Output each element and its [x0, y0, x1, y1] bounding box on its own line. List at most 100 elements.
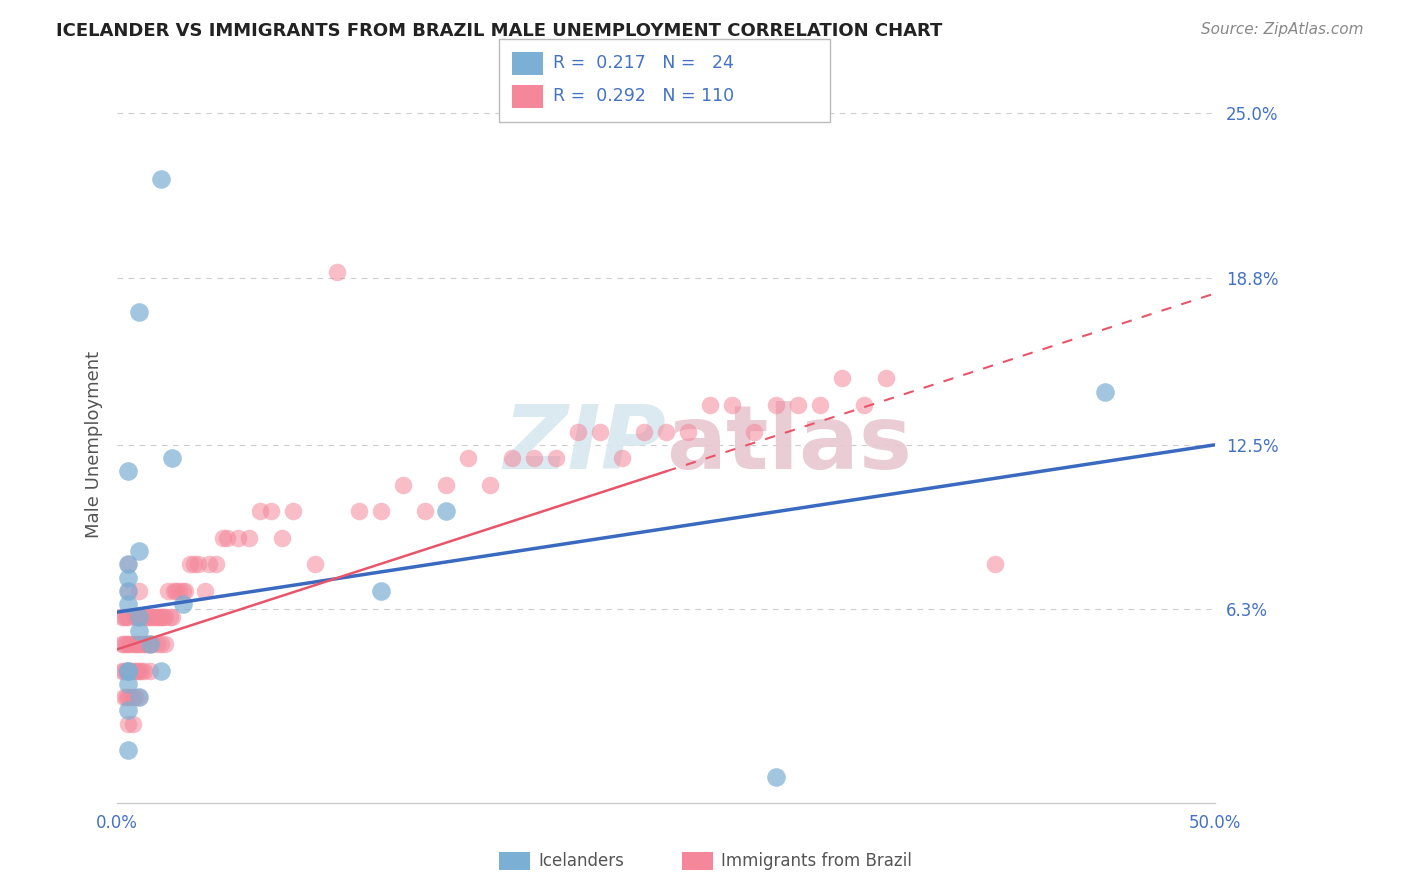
Point — [155, 610, 177, 624]
Point — [117, 610, 139, 624]
Point — [984, 558, 1007, 572]
Point — [786, 398, 808, 412]
Point — [150, 610, 173, 624]
Point — [166, 583, 188, 598]
Point — [699, 398, 721, 412]
Point — [150, 664, 173, 678]
Point — [117, 664, 139, 678]
Point — [875, 371, 897, 385]
Point — [117, 558, 139, 572]
Point — [160, 610, 183, 624]
Point — [172, 583, 194, 598]
Point — [115, 690, 138, 704]
Point — [128, 305, 150, 319]
Text: Icelanders: Icelanders — [538, 852, 624, 870]
Point — [808, 398, 831, 412]
Point — [112, 664, 135, 678]
Point — [110, 610, 132, 624]
Point — [117, 583, 139, 598]
Point — [117, 716, 139, 731]
Point — [120, 690, 142, 704]
Point — [117, 597, 139, 611]
Point — [765, 770, 787, 784]
Point — [128, 690, 150, 704]
Point — [115, 610, 138, 624]
Point — [179, 558, 201, 572]
Point — [325, 265, 347, 279]
Point — [347, 504, 370, 518]
Point — [148, 610, 170, 624]
Point — [139, 637, 162, 651]
Point — [1094, 384, 1116, 399]
Point — [765, 398, 787, 412]
Point — [721, 398, 744, 412]
Point — [655, 425, 678, 439]
Point — [117, 464, 139, 478]
Point — [304, 558, 326, 572]
Point — [226, 531, 249, 545]
Point — [124, 637, 146, 651]
Point — [128, 637, 150, 651]
Point — [187, 558, 209, 572]
Point — [110, 637, 132, 651]
Point — [120, 664, 142, 678]
Point — [141, 637, 163, 651]
Point — [132, 637, 155, 651]
Point — [121, 690, 143, 704]
Point — [831, 371, 853, 385]
Text: R =  0.292   N = 110: R = 0.292 N = 110 — [553, 87, 734, 105]
Point — [131, 637, 153, 651]
Point — [150, 637, 173, 651]
Point — [205, 558, 228, 572]
Point — [128, 610, 150, 624]
Point — [215, 531, 238, 545]
Point — [117, 664, 139, 678]
Point — [117, 571, 139, 585]
Point — [117, 583, 139, 598]
Point — [117, 558, 139, 572]
Point — [117, 690, 139, 704]
Point — [135, 610, 157, 624]
Point — [152, 610, 174, 624]
Point — [125, 637, 148, 651]
Text: ZIP: ZIP — [503, 401, 666, 488]
Point — [145, 637, 167, 651]
Point — [546, 451, 568, 466]
Point — [120, 637, 142, 651]
Point — [145, 610, 167, 624]
Point — [457, 451, 479, 466]
Point — [115, 637, 138, 651]
Point — [124, 664, 146, 678]
Point — [124, 610, 146, 624]
Point — [270, 531, 292, 545]
Point — [156, 583, 179, 598]
Point — [391, 477, 413, 491]
Point — [281, 504, 304, 518]
Point — [141, 610, 163, 624]
Point — [501, 451, 523, 466]
Point — [112, 637, 135, 651]
Point — [742, 425, 765, 439]
Point — [125, 664, 148, 678]
Point — [110, 664, 132, 678]
Point — [436, 504, 458, 518]
Point — [112, 610, 135, 624]
Point — [117, 664, 139, 678]
Point — [121, 716, 143, 731]
Text: Source: ZipAtlas.com: Source: ZipAtlas.com — [1201, 22, 1364, 37]
Text: Immigrants from Brazil: Immigrants from Brazil — [721, 852, 912, 870]
Point — [121, 637, 143, 651]
Point — [198, 558, 221, 572]
Point — [117, 703, 139, 717]
Point — [436, 477, 458, 491]
Point — [131, 664, 153, 678]
Point — [117, 677, 139, 691]
Point — [143, 610, 166, 624]
Point — [589, 425, 612, 439]
Point — [115, 664, 138, 678]
Point — [121, 664, 143, 678]
Point — [194, 583, 217, 598]
Point — [117, 743, 139, 757]
Point — [163, 583, 186, 598]
Point — [183, 558, 205, 572]
